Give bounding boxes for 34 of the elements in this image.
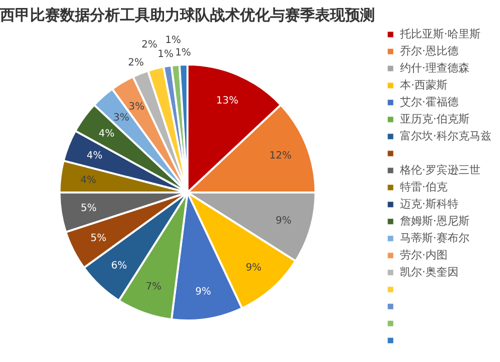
data-label: 2% — [142, 39, 158, 50]
data-label: 2% — [128, 57, 144, 68]
data-label: 1% — [175, 48, 192, 59]
data-label: 4% — [98, 128, 115, 140]
legend-label: 格伦·罗宾逊三世 — [399, 164, 480, 176]
legend-label: 马蒂斯·赛布尔 — [400, 232, 470, 244]
legend-label: 约什·理查德森 — [400, 62, 470, 74]
data-label: 1% — [158, 49, 174, 60]
legend-label: 詹姆斯·恩尼斯 — [400, 214, 470, 228]
data-label: 1% — [165, 35, 182, 46]
legend-label: 托比亚斯·哈里斯 — [399, 28, 480, 40]
data-label: 13% — [216, 96, 238, 107]
legend-label: 劳尔·内图 — [400, 248, 448, 262]
legend-label: 艾尔·霍福德 — [400, 96, 458, 108]
data-label: 9% — [195, 286, 212, 298]
data-label: 6% — [111, 260, 127, 272]
data-label: 12% — [269, 150, 292, 162]
legend-label: 亚历克·伯克斯 — [400, 112, 470, 126]
legend-label: 凯尔·奥奎因 — [400, 266, 458, 278]
data-label: 3% — [128, 101, 145, 112]
legend-label: 乔尔·恩比德 — [400, 44, 458, 58]
data-label: 7% — [146, 282, 162, 293]
legend-label: 特雷·伯克 — [400, 180, 448, 194]
data-label: 4% — [86, 150, 102, 162]
data-label: 4% — [80, 174, 96, 186]
data-label: 3% — [113, 112, 130, 124]
data-label: 5% — [90, 232, 106, 244]
legend-label: 迈克·斯科特 — [400, 198, 458, 210]
legend-label: 富尔坎·科尔克马兹 — [400, 130, 492, 142]
legend-label: 本·西蒙斯 — [400, 78, 448, 92]
data-label: 5% — [80, 203, 97, 214]
data-label: 9% — [276, 215, 292, 226]
chart-title: 西甲比赛数据分析工具助力球队战术优化与赛季表现预测 — [0, 6, 375, 24]
data-label: 9% — [246, 262, 262, 274]
